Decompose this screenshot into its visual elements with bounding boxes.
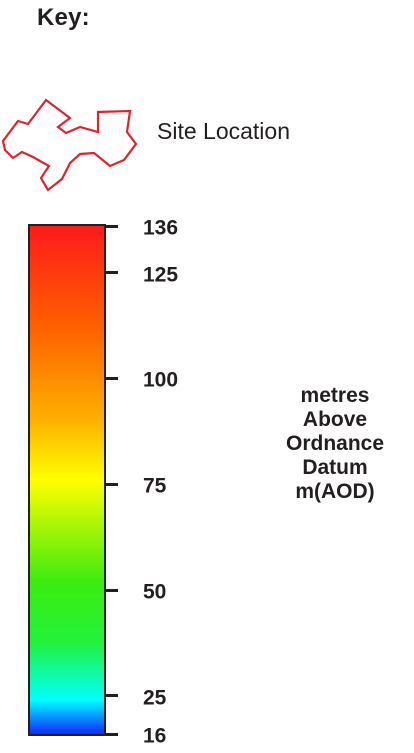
- scale-tick-label: 25: [143, 686, 167, 710]
- scale-tick-label: 125: [143, 263, 179, 287]
- site-boundary-outline: [1, 98, 138, 192]
- unit-label: metres Above Ordnance Datum m(AOD): [270, 384, 400, 504]
- scale-tick-label: 75: [143, 474, 167, 498]
- unit-line: Above: [302, 408, 368, 431]
- unit-line: metres: [300, 384, 370, 407]
- scale-tick: [106, 732, 118, 736]
- scale-tick-label: 50: [143, 580, 167, 604]
- scale-tick-label: 136: [143, 216, 179, 240]
- scale-tick-label: 16: [143, 724, 167, 748]
- unit-line: m(AOD): [295, 480, 375, 503]
- key-title: Key:: [37, 4, 90, 31]
- scale-tick: [106, 271, 118, 275]
- elevation-color-scale: [28, 224, 106, 736]
- scale-tick: [106, 482, 118, 486]
- scale-tick: [106, 694, 118, 698]
- scale-tick: [106, 224, 118, 228]
- site-location-symbol: [1, 98, 138, 192]
- unit-line: Datum: [302, 456, 368, 479]
- scale-tick: [106, 376, 118, 380]
- unit-line: Ordnance: [285, 432, 385, 455]
- scale-tick: [106, 588, 118, 592]
- site-location-label: Site Location: [157, 118, 290, 144]
- scale-tick-label: 100: [143, 368, 179, 392]
